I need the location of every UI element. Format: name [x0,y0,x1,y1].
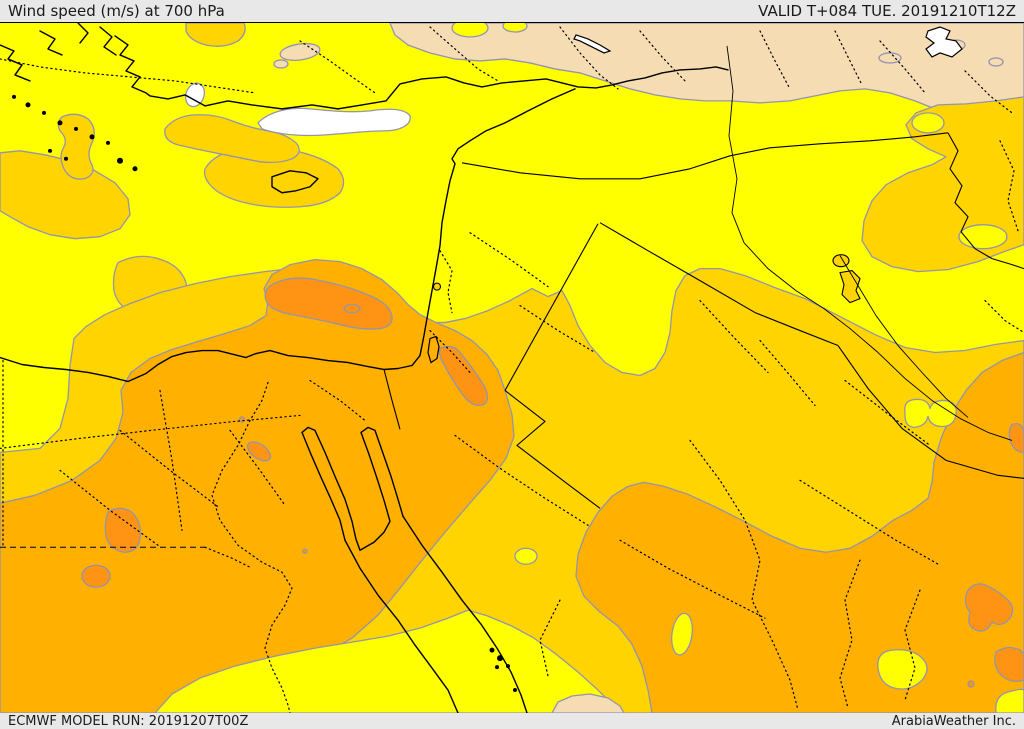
footer-bar: ECMWF MODEL RUN: 20191207T00Z ArabiaWeat… [0,713,1024,729]
country-borders [0,132,1024,548]
nile-river [211,381,293,713]
euphrates-river [726,45,1013,441]
weather-map [0,22,1024,713]
coastlines [0,23,729,713]
attribution: ArabiaWeather Inc. [891,713,1016,729]
tigris-river [839,255,969,418]
rivers [211,45,1013,713]
lake-van [925,26,963,58]
valid-time: VALID T+084 TUE. 20191210T12Z [758,2,1016,20]
admin-borders-dotted [0,26,1024,711]
islands [12,94,517,693]
lake-tuz [573,34,612,54]
wind-speed-contour-map [0,23,1024,713]
map-title: Wind speed (m/s) at 700 hPa [8,2,225,20]
model-run-label: ECMWF MODEL RUN: 20191207T00Z [8,713,249,729]
header-bar: Wind speed (m/s) at 700 hPa VALID T+084 … [0,0,1024,22]
dead-sea [427,335,440,364]
sea-of-galilee [432,282,442,291]
